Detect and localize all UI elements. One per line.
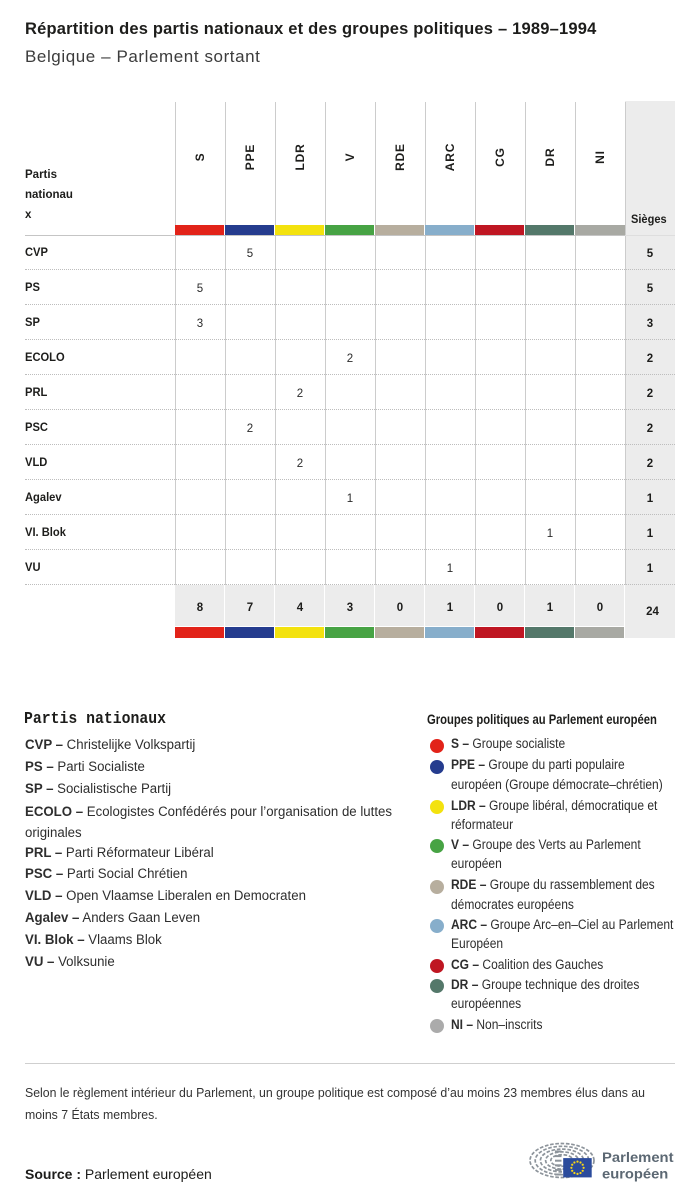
svg-text:Parlement: Parlement bbox=[602, 1150, 674, 1165]
svg-text:européen: européen bbox=[602, 1167, 668, 1182]
